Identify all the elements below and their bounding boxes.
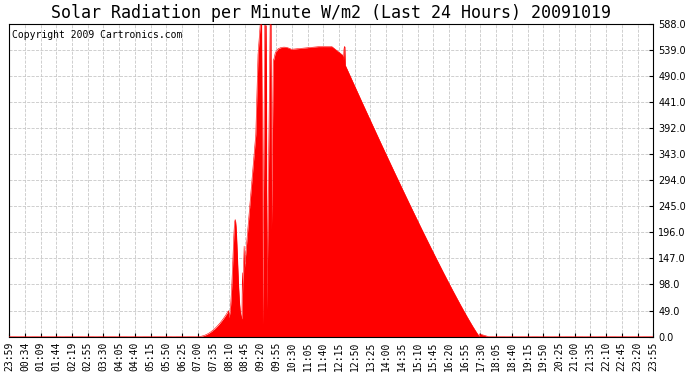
Text: Copyright 2009 Cartronics.com: Copyright 2009 Cartronics.com	[12, 30, 183, 40]
Title: Solar Radiation per Minute W/m2 (Last 24 Hours) 20091019: Solar Radiation per Minute W/m2 (Last 24…	[51, 4, 611, 22]
